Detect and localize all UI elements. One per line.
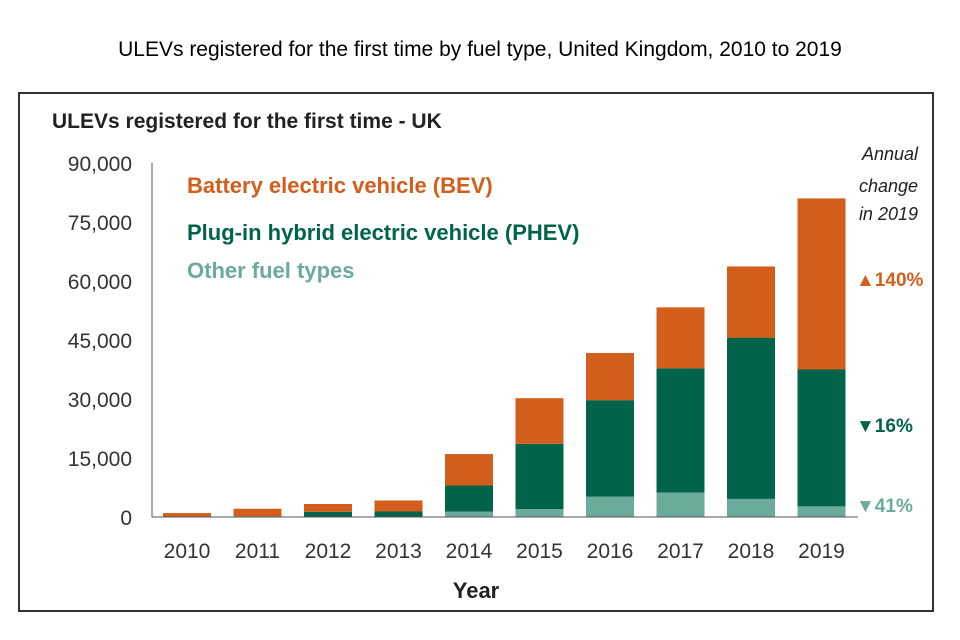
bar-segment	[445, 511, 493, 517]
y-tick-label: 0	[120, 507, 132, 530]
bar-segment	[656, 307, 705, 369]
annual-change-label: ▼16%	[856, 416, 913, 437]
bar-segment	[515, 443, 564, 510]
chart-frame	[18, 92, 934, 612]
bar-segment	[586, 496, 634, 517]
bar-segment	[586, 352, 634, 401]
x-axis: 2010 2011 2012 2013 2014 2015 2016 2017 2018 2019	[152, 516, 858, 563]
legend: Battery electric vehicle (BEV) Plug-in hy…	[187, 173, 579, 283]
x-tick-label: 2010	[164, 540, 211, 563]
bar-segment	[727, 266, 775, 338]
x-tick-label: 2014	[446, 540, 493, 563]
x-axis-label: Year	[453, 578, 500, 603]
y-tick-label: 30,000	[68, 389, 132, 412]
x-tick-label: 2015	[516, 540, 563, 563]
bars	[163, 198, 846, 517]
bar-segment	[586, 400, 634, 497]
y-tick-label: 45,000	[68, 330, 132, 353]
bar-segment	[727, 498, 775, 517]
bar-segment	[515, 398, 564, 444]
annual-change-label: ▼41%	[856, 496, 913, 517]
bar-segment	[163, 513, 211, 517]
x-tick-label: 2018	[728, 540, 775, 563]
x-tick-label: 2011	[235, 540, 280, 563]
bar-segment	[515, 509, 564, 517]
bar-segment	[797, 506, 846, 517]
legend-entry: Plug-in hybrid electric vehicle (PHEV)	[187, 220, 579, 245]
legend-entry: Battery electric vehicle (BEV)	[187, 173, 493, 198]
legend-entry: Other fuel types	[187, 258, 354, 283]
annual-change-title: change	[859, 176, 918, 196]
bar-segment	[374, 511, 423, 517]
page-title: ULEVs registered for the first time by f…	[118, 38, 842, 61]
bar-segment	[445, 485, 493, 512]
bar-segment	[304, 504, 352, 512]
chart-title: ULEVs registered for the first time - UK	[52, 110, 442, 133]
bar-segment	[233, 508, 282, 517]
bar-segment	[304, 511, 352, 517]
y-tick-label: 60,000	[68, 271, 132, 294]
bar-segment	[445, 454, 493, 486]
bar-segment	[656, 368, 705, 493]
y-tick-label: 90,000	[68, 153, 132, 176]
x-tick-label: 2016	[587, 540, 634, 563]
bar-segment	[797, 198, 846, 370]
x-tick-label: 2019	[798, 540, 845, 563]
bar-segment	[374, 500, 423, 512]
y-axis: 0 15,000 30,000 45,000 60,000 75,000 90,000	[68, 153, 153, 530]
x-tick-label: 2013	[375, 540, 422, 563]
annual-change-title: in 2019	[859, 204, 918, 224]
bar-segment	[797, 369, 846, 507]
annual-change-title: Annual	[861, 144, 919, 164]
y-tick-label: 15,000	[68, 448, 132, 471]
annual-change-label: ▲140%	[856, 270, 924, 291]
y-tick-label: 75,000	[68, 212, 132, 235]
x-tick-label: 2017	[657, 540, 704, 563]
bar-segment	[727, 337, 775, 499]
annual-change-annotations: Annual change in 2019 ▲140% ▼16% ▼41%	[856, 144, 924, 517]
bar-segment	[656, 492, 705, 517]
x-tick-label: 2012	[305, 540, 352, 563]
